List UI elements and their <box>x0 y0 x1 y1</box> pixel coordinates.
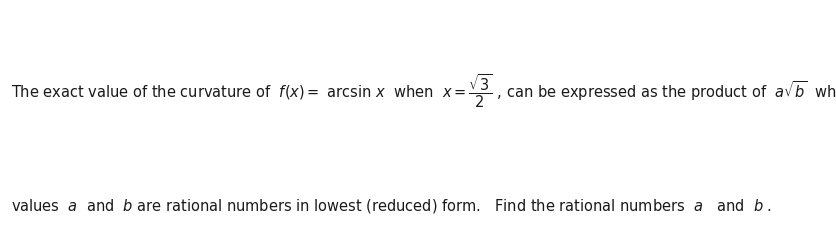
Text: The exact value of the curvature of  $f(x) = $ arcsin $x$  when  $x = \dfrac{\sq: The exact value of the curvature of $f(x… <box>11 73 836 110</box>
Text: values  $a$  and  $b$ are rational numbers in lowest (reduced) form.   Find the : values $a$ and $b$ are rational numbers … <box>11 196 772 214</box>
